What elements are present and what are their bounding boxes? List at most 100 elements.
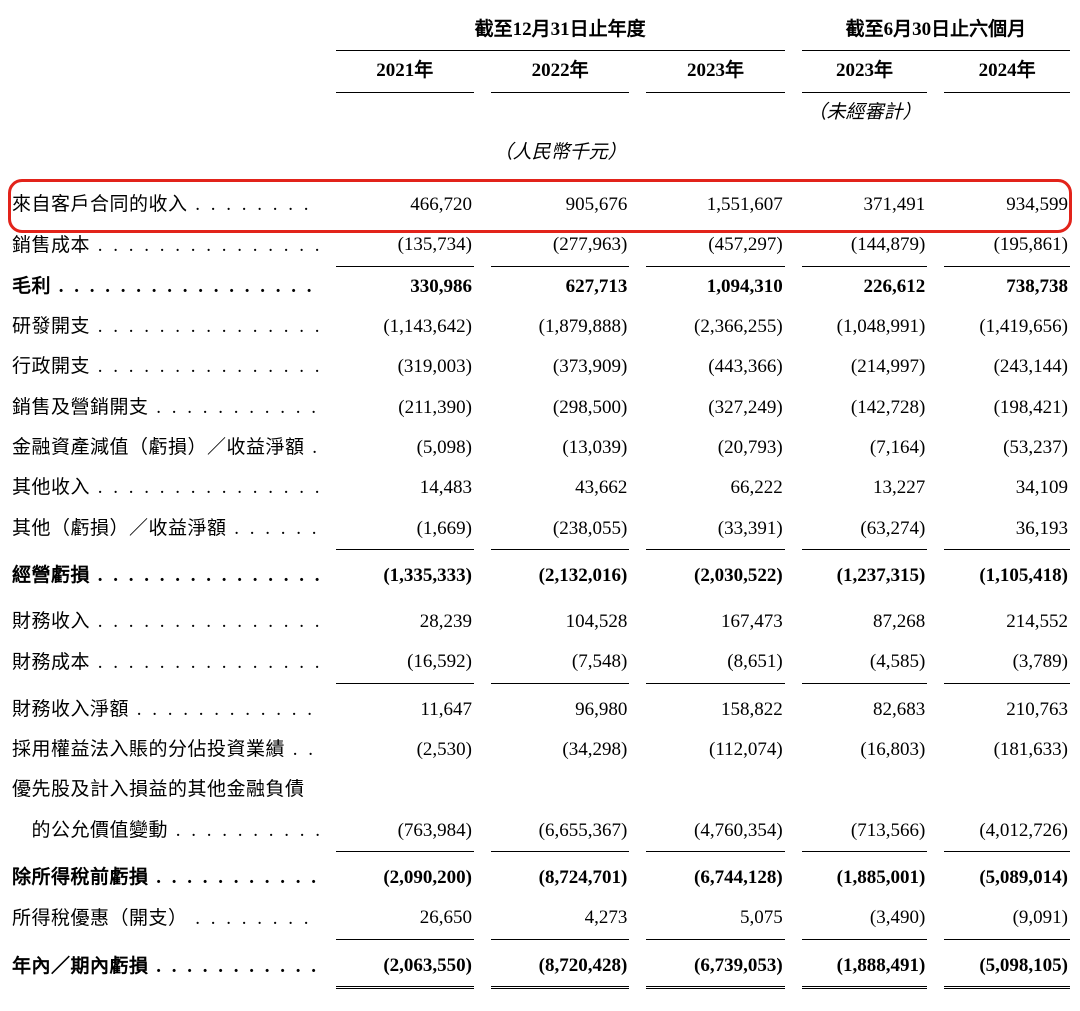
table-row: 銷售及營銷開支 . . . . . . . . . . . . . . . . … xyxy=(10,388,1070,428)
cell-value xyxy=(336,770,474,810)
table-row: 金融資產減值（虧損）／收益淨額 . . . . . . . . . . . . … xyxy=(10,428,1070,468)
cell-value xyxy=(491,770,629,810)
cell-value: (457,297) xyxy=(646,225,784,266)
table-row: 採用權益法入賬的分佔投資業績 . . . . . . . . . . . . .… xyxy=(10,730,1070,770)
cell-value: 34,109 xyxy=(944,468,1070,508)
cell-value: (1,143,642) xyxy=(336,307,474,347)
cell-value: 210,763 xyxy=(944,683,1070,730)
cell-value: 1,094,310 xyxy=(646,266,784,307)
cell-value: (8,724,701) xyxy=(491,851,629,898)
row-label: 銷售成本 . . . . . . . . . . . . . . . . . .… xyxy=(10,225,319,266)
row-label: 年內／期內虧損 . . . . . . . . . . . . . . . . … xyxy=(10,939,319,987)
row-label: 銷售及營銷開支 . . . . . . . . . . . . . . . . … xyxy=(10,388,319,428)
table-row: 的公允價值變動 . . . . . . . . . . . . . . . . … xyxy=(10,811,1070,852)
col-header-2021: 2021年 xyxy=(336,51,474,92)
cell-value: 14,483 xyxy=(336,468,474,508)
cell-value: (238,055) xyxy=(491,509,629,550)
cell-value: (3,490) xyxy=(802,898,928,939)
cell-value: 214,552 xyxy=(944,596,1070,642)
cell-value: (195,861) xyxy=(944,225,1070,266)
cell-value: (1,048,991) xyxy=(802,307,928,347)
row-label: 研發開支 . . . . . . . . . . . . . . . . . .… xyxy=(10,307,319,347)
currency-unit-label: （人民幣千元） xyxy=(336,133,785,173)
cell-value: 934,599 xyxy=(944,185,1070,225)
cell-value: 36,193 xyxy=(944,509,1070,550)
table-row: 經營虧損 . . . . . . . . . . . . . . . . . .… xyxy=(10,549,1070,596)
cell-value: 87,268 xyxy=(802,596,928,642)
cell-value: 330,986 xyxy=(336,266,474,307)
col-group-annual: 截至12月31日止年度 xyxy=(336,10,785,51)
cell-value: (8,651) xyxy=(646,642,784,683)
row-label: 財務收入淨額 . . . . . . . . . . . . . . . . .… xyxy=(10,683,319,730)
cell-value: (713,566) xyxy=(802,811,928,852)
row-label: 優先股及計入損益的其他金融負債 xyxy=(10,770,319,810)
cell-value: 26,650 xyxy=(336,898,474,939)
cell-value: 158,822 xyxy=(646,683,784,730)
cell-value: (1,888,491) xyxy=(802,939,928,987)
cell-value: 627,713 xyxy=(491,266,629,307)
table-row: 優先股及計入損益的其他金融負債 xyxy=(10,770,1070,810)
row-label: 來自客戶合同的收入 . . . . . . . . . . . . . . . … xyxy=(10,185,319,225)
cell-value: 738,738 xyxy=(944,266,1070,307)
row-label: 金融資產減值（虧損）／收益淨額 . . . . . . . . . . . . … xyxy=(10,428,319,468)
cell-value: (6,744,128) xyxy=(646,851,784,898)
cell-value: (34,298) xyxy=(491,730,629,770)
cell-value: 905,676 xyxy=(491,185,629,225)
row-label: 財務成本 . . . . . . . . . . . . . . . . . .… xyxy=(10,642,319,683)
cell-value: (5,098,105) xyxy=(944,939,1070,987)
cell-value: (373,909) xyxy=(491,347,629,387)
cell-value: 66,222 xyxy=(646,468,784,508)
cell-value: (53,237) xyxy=(944,428,1070,468)
cell-value: (298,500) xyxy=(491,388,629,428)
cell-value: 13,227 xyxy=(802,468,928,508)
cell-value: (214,997) xyxy=(802,347,928,387)
table-row: 行政開支 . . . . . . . . . . . . . . . . . .… xyxy=(10,347,1070,387)
cell-value: (2,090,200) xyxy=(336,851,474,898)
cell-value: (277,963) xyxy=(491,225,629,266)
cell-value: (7,548) xyxy=(491,642,629,683)
cell-value: (1,335,333) xyxy=(336,549,474,596)
cell-value: (20,793) xyxy=(646,428,784,468)
row-label: 除所得稅前虧損 . . . . . . . . . . . . . . . . … xyxy=(10,851,319,898)
cell-value: (63,274) xyxy=(802,509,928,550)
cell-value: (2,530) xyxy=(336,730,474,770)
cell-value: 104,528 xyxy=(491,596,629,642)
financial-table-container: 截至12月31日止年度 截至6月30日止六個月 2021年 2022年 2023… xyxy=(10,10,1070,989)
table-row: 年內／期內虧損 . . . . . . . . . . . . . . . . … xyxy=(10,939,1070,987)
row-label: 毛利 . . . . . . . . . . . . . . . . . . .… xyxy=(10,266,319,307)
table-row: 所得稅優惠（開支） . . . . . . . . . . . . . . . … xyxy=(10,898,1070,939)
cell-value: 28,239 xyxy=(336,596,474,642)
cell-value: (2,030,522) xyxy=(646,549,784,596)
cell-value: (8,720,428) xyxy=(491,939,629,987)
row-label: 行政開支 . . . . . . . . . . . . . . . . . .… xyxy=(10,347,319,387)
col-header-2024: 2024年 xyxy=(944,51,1070,92)
cell-value: 466,720 xyxy=(336,185,474,225)
cell-value: (16,803) xyxy=(802,730,928,770)
cell-value: (112,074) xyxy=(646,730,784,770)
row-label: 的公允價值變動 . . . . . . . . . . . . . . . . … xyxy=(10,811,319,852)
cell-value: (1,237,315) xyxy=(802,549,928,596)
cell-value: (1,885,001) xyxy=(802,851,928,898)
row-label: 經營虧損 . . . . . . . . . . . . . . . . . .… xyxy=(10,549,319,596)
cell-value: 167,473 xyxy=(646,596,784,642)
cell-value: (319,003) xyxy=(336,347,474,387)
cell-value: (4,585) xyxy=(802,642,928,683)
cell-value: (9,091) xyxy=(944,898,1070,939)
cell-value: (135,734) xyxy=(336,225,474,266)
cell-value: (763,984) xyxy=(336,811,474,852)
table-row: 財務收入淨額 . . . . . . . . . . . . . . . . .… xyxy=(10,683,1070,730)
table-row: 研發開支 . . . . . . . . . . . . . . . . . .… xyxy=(10,307,1070,347)
cell-value: (1,669) xyxy=(336,509,474,550)
col-header-2022: 2022年 xyxy=(491,51,629,92)
cell-value: (16,592) xyxy=(336,642,474,683)
cell-value: 1,551,607 xyxy=(646,185,784,225)
table-row: 除所得稅前虧損 . . . . . . . . . . . . . . . . … xyxy=(10,851,1070,898)
row-label: 其他收入 . . . . . . . . . . . . . . . . . .… xyxy=(10,468,319,508)
col-header-2023b: 2023年 xyxy=(802,51,928,92)
cell-value: 371,491 xyxy=(802,185,928,225)
cell-value: 96,980 xyxy=(491,683,629,730)
cell-value: (211,390) xyxy=(336,388,474,428)
cell-value: (5,089,014) xyxy=(944,851,1070,898)
cell-value: (3,789) xyxy=(944,642,1070,683)
table-row: 其他收入 . . . . . . . . . . . . . . . . . .… xyxy=(10,468,1070,508)
